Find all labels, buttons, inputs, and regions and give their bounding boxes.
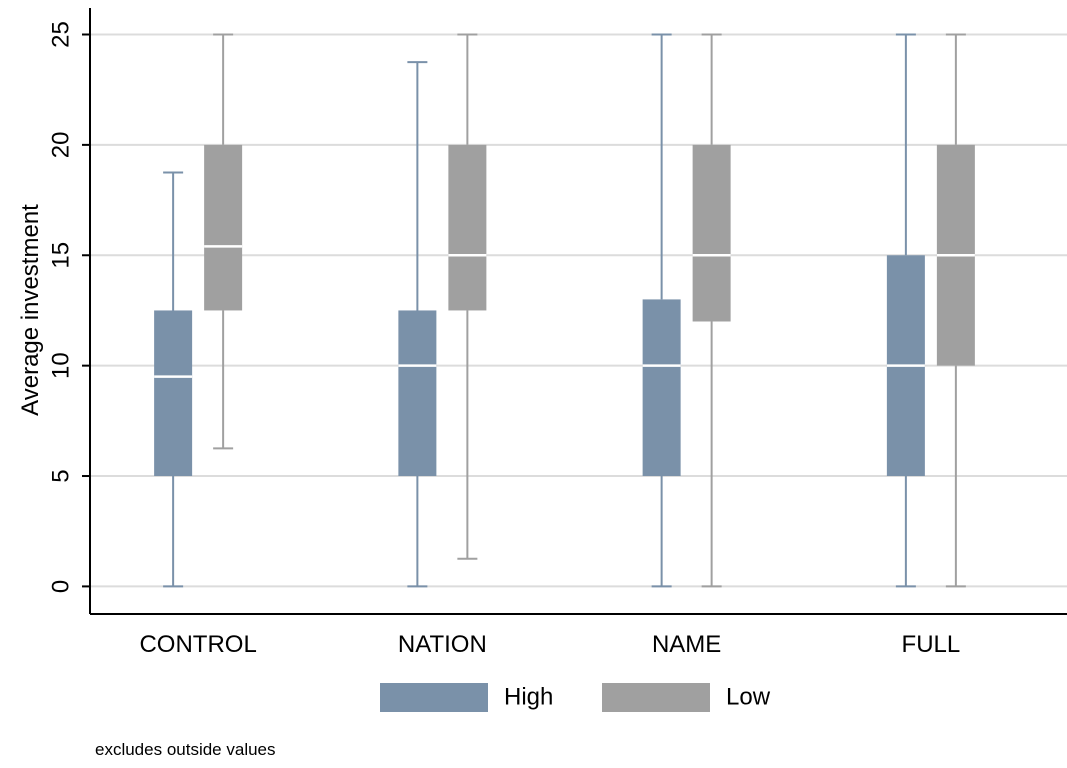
legend-swatch — [380, 683, 488, 712]
x-tick-label: NATION — [398, 631, 487, 658]
y-tick-label: 10 — [47, 352, 74, 379]
y-tick-label: 5 — [47, 469, 74, 482]
box — [448, 144, 487, 311]
y-tick-label: 25 — [47, 21, 74, 48]
legend-label: High — [504, 683, 553, 710]
box — [398, 310, 437, 477]
box — [204, 144, 243, 311]
box — [154, 310, 193, 477]
y-tick-label: 20 — [47, 132, 74, 159]
x-tick-label: NAME — [652, 631, 721, 658]
y-tick-label: 0 — [47, 580, 74, 593]
legend-swatch — [602, 683, 710, 712]
x-tick-label: FULL — [902, 631, 961, 658]
x-tick-label: CONTROL — [139, 631, 256, 658]
legend-label: Low — [726, 683, 771, 710]
y-tick-label: 15 — [47, 242, 74, 269]
note: excludes outside values — [95, 740, 276, 759]
box — [642, 299, 681, 477]
y-axis-label: Average investment — [17, 204, 44, 416]
box — [692, 144, 731, 322]
